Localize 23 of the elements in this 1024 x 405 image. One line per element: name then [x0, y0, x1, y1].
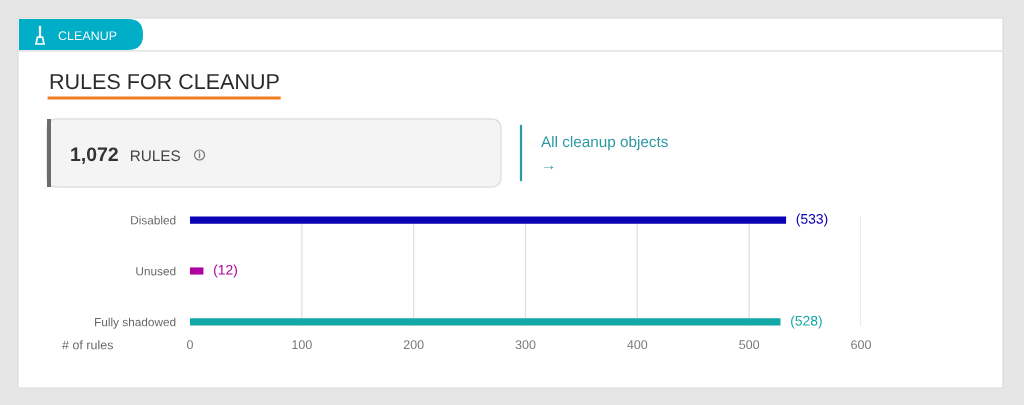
- y-tick-label: Fully shadowed: [95, 317, 176, 329]
- bar: [190, 267, 204, 275]
- x-tick-label: 600: [851, 340, 871, 350]
- y-tick-label: Disabled: [131, 215, 176, 225]
- data-label: (528): [791, 315, 822, 329]
- chart-title: RULES FOR CLEANUP: [50, 73, 279, 90]
- x-axis-title: # of rules: [62, 340, 113, 350]
- text: All cleanup objects: [541, 135, 668, 151]
- y-tick-label: Unused: [136, 266, 176, 276]
- text: 1,072: [71, 147, 118, 165]
- text: CLEANUP: [58, 31, 117, 41]
- data-label: (533): [796, 213, 828, 227]
- x-tick-label: 100: [292, 340, 312, 350]
- x-tick-label: 300: [515, 340, 536, 350]
- x-tick-label: 400: [627, 340, 648, 350]
- data-label: (12): [214, 264, 237, 278]
- x-tick-label: 0: [187, 340, 193, 350]
- text: RULES: [131, 150, 180, 162]
- x-tick-label: 200: [403, 340, 424, 350]
- bar: [190, 216, 787, 224]
- bar: [190, 318, 781, 326]
- x-tick-label: 500: [739, 340, 760, 350]
- text: →: [544, 165, 554, 170]
